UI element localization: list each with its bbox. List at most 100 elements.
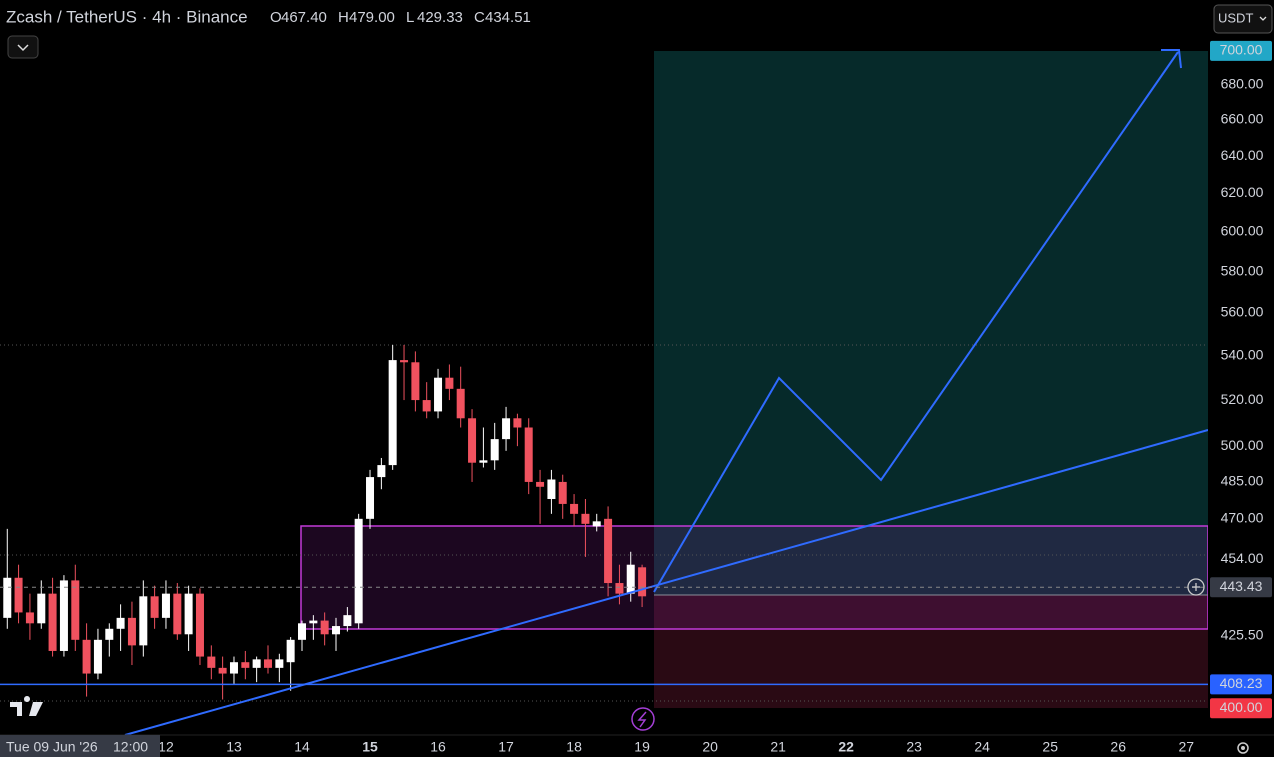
add-button[interactable]: [1187, 578, 1205, 596]
x-tick-label: 27: [1178, 739, 1194, 755]
x-tick-label: 12: [158, 739, 174, 755]
level-label-box: [1210, 674, 1272, 695]
candle-body: [320, 620, 329, 635]
candle-body: [229, 662, 238, 674]
candle-body: [490, 439, 499, 461]
candle-body: [48, 593, 57, 651]
y-tick-label: 660.00: [1221, 111, 1264, 127]
candle-body: [581, 513, 590, 524]
candle-body: [570, 503, 579, 514]
x-tick-label: 15: [362, 739, 378, 755]
candle-body: [218, 667, 227, 674]
cursor-clock: 12:00: [113, 739, 148, 755]
candle-body: [116, 617, 125, 629]
candle-body: [434, 377, 443, 412]
ohlc-legend: O 467.40 H 479.00 L 429.33 C 434.51: [270, 9, 531, 26]
candle-body: [479, 460, 488, 463]
candle-body: [252, 659, 261, 668]
candle-body: [456, 388, 465, 419]
events-button[interactable]: [631, 707, 655, 731]
ohlc-value: 479.00: [349, 9, 395, 26]
last-price-label-box: [1210, 577, 1272, 598]
candle-body: [161, 593, 170, 618]
x-tick-label: 23: [906, 739, 922, 755]
ohlc-value: 434.51: [485, 9, 531, 26]
y-tick-label: 560.00: [1221, 304, 1264, 320]
candle-body: [139, 596, 148, 646]
x-tick-label: 18: [566, 739, 582, 755]
candle-body: [195, 593, 204, 657]
candle-body: [400, 360, 409, 363]
candle-body: [82, 639, 91, 674]
y-tick-label: 680.00: [1221, 76, 1264, 92]
x-tick-label: 26: [1110, 739, 1126, 755]
ohlc-key: O: [270, 9, 282, 26]
candle-body: [547, 479, 556, 500]
y-tick-label: 425.50: [1221, 626, 1264, 642]
y-tick-label: 640.00: [1221, 147, 1264, 163]
x-tick-label: 16: [430, 739, 446, 755]
candle-body: [127, 617, 136, 646]
candle-body: [298, 623, 306, 640]
candle-body: [366, 477, 375, 519]
candle-body: [37, 593, 46, 624]
candle-body: [626, 564, 635, 594]
candle-body: [524, 427, 533, 482]
overlay: [0, 586, 1208, 686]
y-tick-label: 520.00: [1221, 391, 1264, 407]
axis-labels: 425.50 454.00 470.00 485.00 500.00 520.00 540.…: [1210, 40, 1272, 719]
collapse-button[interactable]: [7, 35, 39, 59]
ohlc-value: 429.33: [417, 9, 463, 26]
y-tick-label: 540.00: [1221, 346, 1264, 362]
candle-body: [263, 659, 272, 668]
candle-body: [150, 596, 159, 618]
candle-body: [3, 577, 12, 618]
x-tick-label: 13: [226, 739, 242, 755]
ohlc-key: C: [474, 9, 485, 26]
candle-body: [93, 639, 102, 674]
candle-body: [343, 615, 352, 627]
gear-icon: [1241, 746, 1245, 750]
currency-button[interactable]: [1213, 4, 1273, 34]
candle-body: [207, 656, 216, 668]
tv-logo: [10, 695, 43, 716]
level-label: 408.23: [1220, 675, 1263, 691]
candle-body: [536, 481, 545, 487]
candle-body: [388, 360, 397, 466]
candle-body: [422, 400, 431, 412]
candle-body: [377, 465, 386, 478]
candle-body: [25, 612, 34, 624]
y-tick-label: 470.00: [1221, 510, 1264, 526]
projection-arrow: [1161, 49, 1182, 69]
stop-label-box: [1210, 698, 1272, 719]
candle-body: [184, 593, 193, 635]
candle-body: [275, 659, 284, 668]
target-zone: [654, 51, 1208, 595]
target-label-box: [1210, 40, 1272, 61]
candle-body: [513, 418, 522, 428]
candle-body: [14, 577, 23, 613]
ohlc-key: H: [338, 9, 349, 26]
settings-button[interactable]: [1237, 742, 1249, 754]
y-tick-label: 485.00: [1221, 473, 1264, 489]
stop-label: 400.00: [1220, 699, 1263, 715]
candle-body: [71, 580, 80, 640]
candle-body: [354, 518, 363, 624]
candle-body: [604, 518, 613, 584]
candle-body: [309, 620, 318, 624]
candle-body: [468, 418, 477, 463]
candle-body: [286, 639, 295, 663]
ohlc-key: L: [406, 9, 414, 26]
x-tick-label: 17: [498, 739, 514, 755]
candle-body: [502, 418, 511, 440]
chevron-icon: [1259, 16, 1267, 21]
x-tick-label: 24: [974, 739, 990, 755]
candle-body: [445, 377, 454, 389]
candle-body: [332, 626, 341, 635]
candle-body: [59, 580, 68, 651]
candle-body: [615, 583, 624, 594]
x-tick-label: 21: [770, 739, 786, 755]
candle-body: [592, 521, 601, 527]
